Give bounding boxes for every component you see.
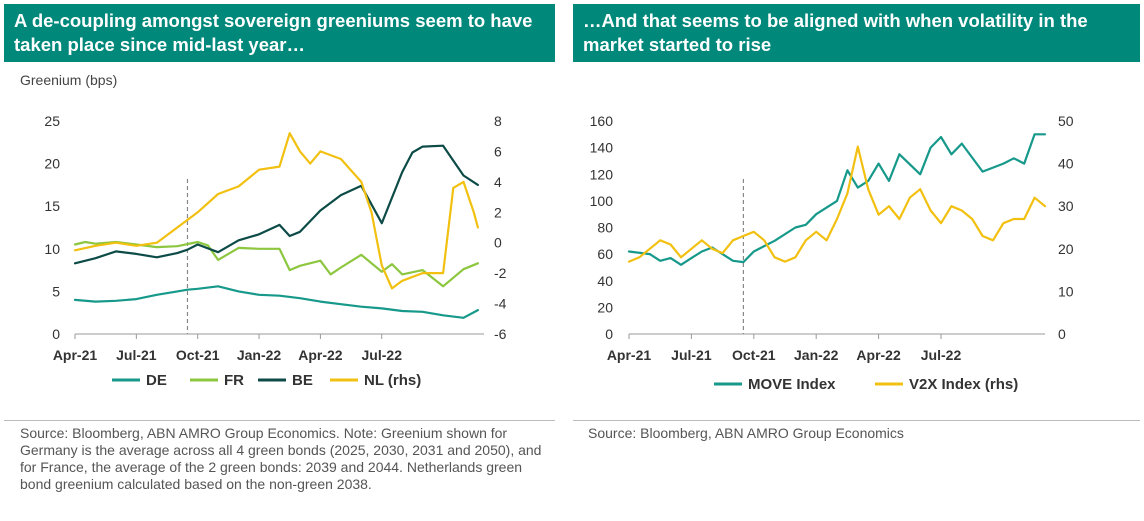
left-chart-title: A de-coupling amongst sovereign greenium… bbox=[4, 4, 555, 62]
left-y-tick-label: 10 bbox=[44, 241, 60, 257]
left-y-tick-label: 5 bbox=[52, 283, 60, 299]
legend-label-be: BE bbox=[292, 372, 313, 389]
right-y-rhs-tick-label: 10 bbox=[1058, 283, 1074, 299]
series-line-move-index bbox=[627, 133, 1047, 266]
left-y-rhs-tick-label: 6 bbox=[494, 143, 502, 159]
legend-label-nl-rhs: NL (rhs) bbox=[364, 372, 421, 389]
left-source-note: Source: Bloomberg, ABN AMRO Group Econom… bbox=[20, 425, 542, 492]
right-y-rhs-tick-label: 30 bbox=[1058, 198, 1074, 214]
right-y-tick-label: 20 bbox=[597, 299, 613, 315]
legend-label-move-index: MOVE Index bbox=[748, 376, 836, 393]
right-x-tick-label: Jul-21 bbox=[671, 347, 712, 363]
left-x-tick-label: Apr-21 bbox=[53, 347, 98, 363]
right-y-tick-label: 40 bbox=[597, 273, 613, 289]
series-line-nl-rhs bbox=[73, 132, 479, 290]
left-y-rhs-tick-label: 0 bbox=[494, 235, 502, 251]
right-source-note: Source: Bloomberg, ABN AMRO Group Econom… bbox=[588, 425, 904, 441]
left-x-tick-label: Jul-22 bbox=[362, 347, 403, 363]
right-y-tick-label: 140 bbox=[590, 140, 614, 156]
right-y-rhs-tick-label: 20 bbox=[1058, 241, 1074, 257]
left-y-rhs-tick-label: 2 bbox=[494, 204, 502, 220]
right-y-rhs-tick-label: 40 bbox=[1058, 156, 1074, 172]
right-x-tick-label: Jul-22 bbox=[921, 347, 962, 363]
right-y-tick-label: 120 bbox=[590, 166, 614, 182]
right-y-tick-label: 60 bbox=[597, 246, 613, 262]
left-y-tick-label: 0 bbox=[52, 326, 60, 342]
series-line-v2x-index-rhs bbox=[627, 145, 1047, 263]
right-y-tick-label: 160 bbox=[590, 113, 614, 129]
right-y-rhs-tick-label: 0 bbox=[1058, 326, 1066, 342]
left-y-rhs-tick-label: -6 bbox=[494, 326, 507, 342]
right-y-tick-label: 100 bbox=[590, 193, 614, 209]
left-x-tick-label: Oct-21 bbox=[176, 347, 220, 363]
left-x-tick-label: Apr-22 bbox=[298, 347, 343, 363]
left-y-tick-label: 25 bbox=[44, 113, 60, 129]
right-y-tick-label: 80 bbox=[597, 220, 613, 236]
left-y-rhs-tick-label: -4 bbox=[494, 296, 507, 312]
left-y-tick-label: 20 bbox=[44, 156, 60, 172]
legend-label-v2x-index-rhs: V2X Index (rhs) bbox=[909, 376, 1018, 393]
right-y-tick-label: 0 bbox=[605, 326, 613, 342]
left-x-tick-label: Jan-22 bbox=[237, 347, 282, 363]
right-x-tick-label: Apr-22 bbox=[856, 347, 901, 363]
right-x-tick-label: Jan-22 bbox=[794, 347, 839, 363]
left-y-axis-unit-label: Greenium (bps) bbox=[20, 72, 118, 88]
series-line-de bbox=[73, 285, 479, 319]
series-line-fr bbox=[73, 240, 479, 288]
left-y-rhs-tick-label: 8 bbox=[494, 113, 502, 129]
right-y-rhs-tick-label: 50 bbox=[1058, 113, 1074, 129]
right-source-divider bbox=[573, 420, 1140, 421]
right-x-tick-label: Oct-21 bbox=[732, 347, 776, 363]
legend-label-de: DE bbox=[146, 372, 167, 389]
left-x-tick-label: Jul-21 bbox=[116, 347, 157, 363]
right-chart-title: …And that seems to be aligned with when … bbox=[573, 4, 1140, 62]
right-x-tick-label: Apr-21 bbox=[607, 347, 652, 363]
left-y-tick-label: 15 bbox=[44, 198, 60, 214]
legend-label-fr: FR bbox=[224, 372, 244, 389]
left-source-divider bbox=[4, 420, 555, 421]
series-line-be bbox=[73, 144, 479, 265]
left-y-rhs-tick-label: -2 bbox=[494, 265, 507, 281]
left-y-rhs-tick-label: 4 bbox=[494, 174, 502, 190]
